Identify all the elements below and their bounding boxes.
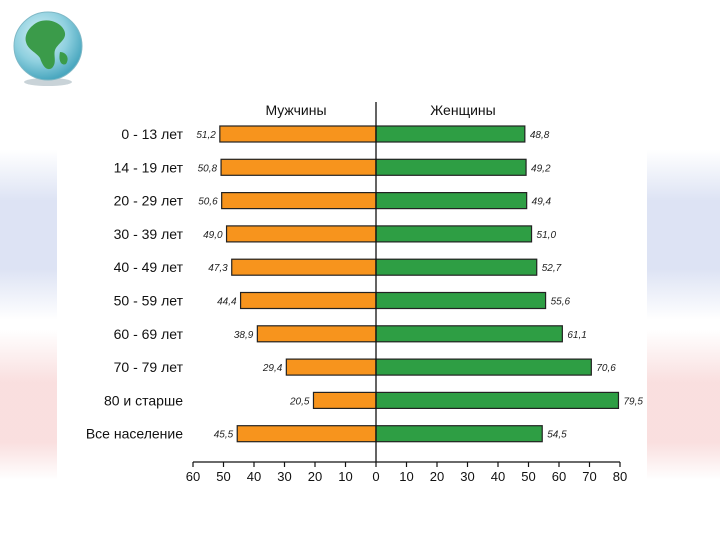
value-label-women: 79,5 xyxy=(623,396,643,407)
category-label: 40 - 49 лет xyxy=(114,259,184,275)
bar-women xyxy=(375,391,620,409)
value-label-women: 49,2 xyxy=(531,163,551,174)
category-label: 30 - 39 лет xyxy=(114,226,184,242)
x-tick-label: 60 xyxy=(186,469,200,484)
value-label-women: 61,1 xyxy=(567,330,586,341)
bar-men xyxy=(239,291,377,310)
bar-men xyxy=(225,225,377,243)
bar-women xyxy=(375,358,592,376)
x-tick-label: 60 xyxy=(552,469,566,484)
bar-men xyxy=(256,325,377,343)
bar-women xyxy=(375,191,528,210)
value-label-men: 50,6 xyxy=(198,197,218,208)
category-label: 60 - 69 лет xyxy=(114,326,184,342)
x-tick-label: 0 xyxy=(372,469,379,484)
value-label-women: 55,6 xyxy=(551,297,571,308)
globe-icon xyxy=(13,11,83,86)
population-chart: Мужчины Женщины 0 - 13 лет 51,2 48,8 14 - 19 … xyxy=(86,102,643,484)
value-label-women: 54,5 xyxy=(547,430,567,441)
value-label-men: 38,9 xyxy=(234,330,254,341)
value-label-men: 49,0 xyxy=(203,230,223,241)
bar-women xyxy=(375,158,527,176)
category-label: 50 - 59 лет xyxy=(114,293,184,309)
category-label: 80 и старше xyxy=(104,392,183,408)
bar-men xyxy=(219,125,377,143)
chart-panel: Мужчины Женщины 0 - 13 лет 51,2 48,8 14 - 19 … xyxy=(57,92,647,502)
bar-women xyxy=(375,125,526,143)
bar-women xyxy=(375,225,533,243)
category-label: 0 - 13 лет xyxy=(121,126,183,142)
x-tick-label: 10 xyxy=(399,469,413,484)
value-label-women: 51,0 xyxy=(537,230,557,241)
bar-men xyxy=(312,391,377,409)
x-tick-label: 30 xyxy=(460,469,474,484)
bar-men xyxy=(220,158,377,176)
value-label-men: 44,4 xyxy=(217,297,237,308)
background-highlight xyxy=(355,0,565,100)
x-tick-label: 50 xyxy=(521,469,535,484)
value-label-women: 49,4 xyxy=(532,197,552,208)
x-tick-label: 10 xyxy=(338,469,352,484)
value-label-men: 29,4 xyxy=(262,363,283,374)
category-label: 14 - 19 лет xyxy=(114,159,184,175)
value-label-men: 45,5 xyxy=(214,430,234,441)
x-tick-label: 30 xyxy=(277,469,291,484)
bar-women xyxy=(375,258,538,276)
x-tick-label: 70 xyxy=(582,469,596,484)
value-label-men: 47,3 xyxy=(208,263,228,274)
bar-women xyxy=(375,291,547,310)
x-tick-label: 40 xyxy=(247,469,261,484)
legend-men: Мужчины xyxy=(265,102,326,118)
value-label-men: 20,5 xyxy=(289,396,310,407)
bar-women xyxy=(375,325,563,343)
bar-men xyxy=(285,358,377,376)
x-tick-label: 50 xyxy=(216,469,230,484)
value-label-women: 48,8 xyxy=(530,130,550,141)
category-label: 20 - 29 лет xyxy=(114,193,184,209)
legend-women: Женщины xyxy=(430,102,495,118)
x-tick-label: 40 xyxy=(491,469,505,484)
bar-men xyxy=(236,425,377,443)
x-tick-label: 80 xyxy=(613,469,627,484)
value-label-women: 52,7 xyxy=(542,263,562,274)
value-label-men: 50,8 xyxy=(198,163,218,174)
category-label: Все население xyxy=(86,426,183,442)
x-tick-label: 20 xyxy=(430,469,444,484)
category-label: 70 - 79 лет xyxy=(114,359,184,375)
x-tick-label: 20 xyxy=(308,469,322,484)
value-label-women: 70,6 xyxy=(596,363,616,374)
bar-women xyxy=(375,425,543,443)
value-label-men: 51,2 xyxy=(196,130,216,141)
bar-men xyxy=(221,191,377,210)
bar-men xyxy=(231,258,377,276)
